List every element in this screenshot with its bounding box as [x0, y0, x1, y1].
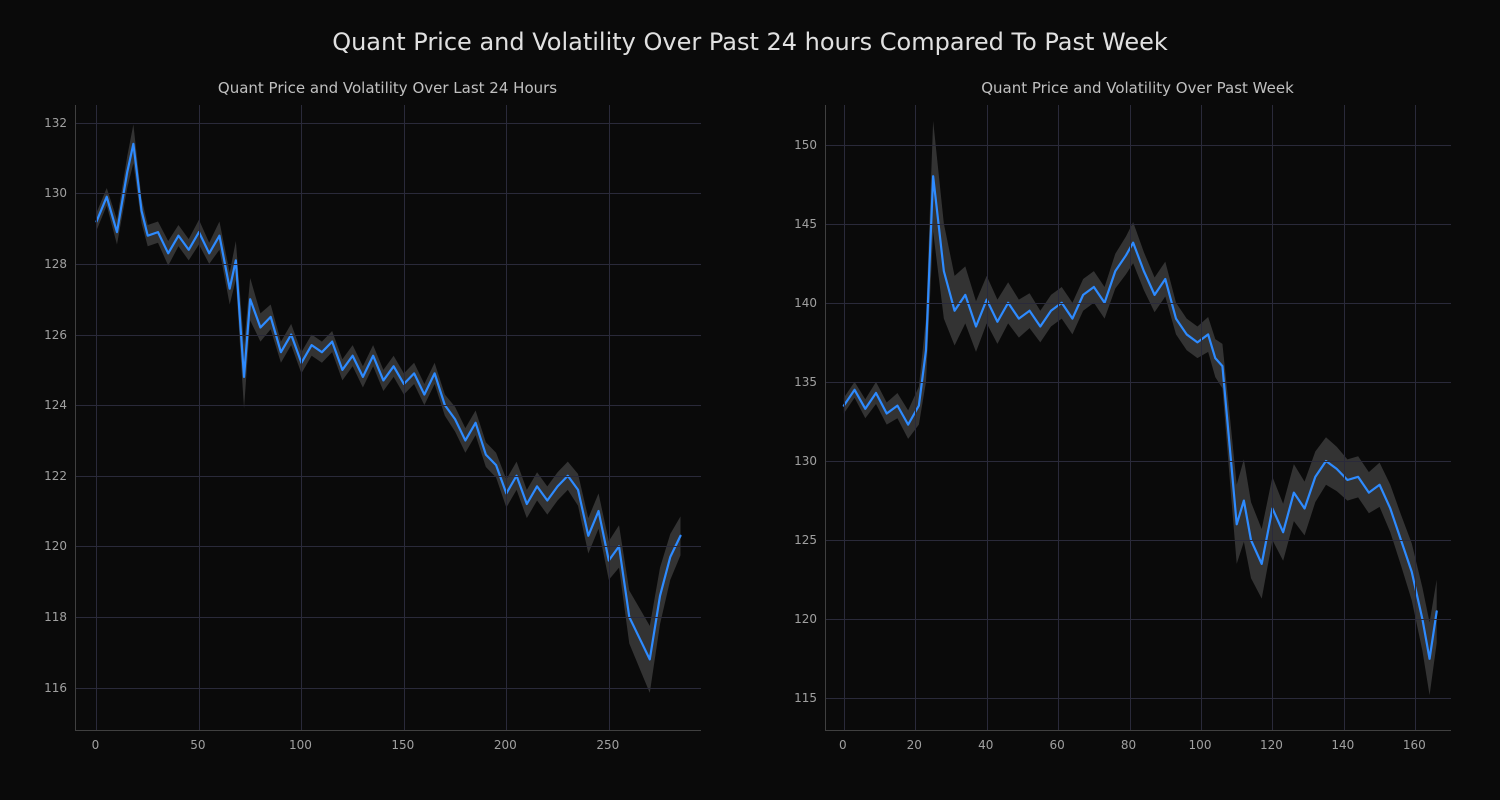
chart-svg-24h	[76, 105, 701, 730]
ytick-label: 145	[785, 217, 817, 231]
gridline-h	[76, 617, 701, 618]
ytick-label: 132	[35, 116, 67, 130]
gridline-h	[76, 264, 701, 265]
xtick-label: 0	[839, 738, 847, 752]
ytick-label: 128	[35, 257, 67, 271]
figure-suptitle: Quant Price and Volatility Over Past 24 …	[0, 28, 1500, 56]
xtick-label: 40	[978, 738, 993, 752]
chart-svg-week	[826, 105, 1451, 730]
price-line	[96, 144, 680, 660]
gridline-v	[987, 105, 988, 730]
gridline-h	[76, 335, 701, 336]
xtick-label: 100	[1189, 738, 1212, 752]
gridline-h	[826, 303, 1451, 304]
xtick-label: 250	[596, 738, 619, 752]
subplot-title-24h: Quant Price and Volatility Over Last 24 …	[75, 79, 700, 97]
xtick-label: 160	[1403, 738, 1426, 752]
xtick-label: 140	[1331, 738, 1354, 752]
gridline-v	[1130, 105, 1131, 730]
gridline-h	[76, 476, 701, 477]
ytick-label: 118	[35, 610, 67, 624]
ytick-label: 135	[785, 375, 817, 389]
gridline-h	[76, 123, 701, 124]
xtick-label: 60	[1050, 738, 1065, 752]
gridline-v	[915, 105, 916, 730]
gridline-v	[1415, 105, 1416, 730]
ytick-label: 122	[35, 469, 67, 483]
gridline-h	[826, 540, 1451, 541]
gridline-h	[826, 382, 1451, 383]
ytick-label: 124	[35, 398, 67, 412]
gridline-v	[404, 105, 405, 730]
ytick-label: 115	[785, 691, 817, 705]
xtick-label: 120	[1260, 738, 1283, 752]
xtick-label: 150	[391, 738, 414, 752]
gridline-h	[826, 145, 1451, 146]
ytick-label: 150	[785, 138, 817, 152]
ytick-label: 120	[35, 539, 67, 553]
plot-area-24h	[75, 105, 701, 731]
gridline-h	[76, 546, 701, 547]
gridline-v	[844, 105, 845, 730]
figure: Quant Price and Volatility Over Past 24 …	[0, 0, 1500, 800]
gridline-v	[1344, 105, 1345, 730]
gridline-v	[1201, 105, 1202, 730]
xtick-label: 50	[190, 738, 205, 752]
gridline-v	[1058, 105, 1059, 730]
gridline-v	[609, 105, 610, 730]
ytick-label: 116	[35, 681, 67, 695]
gridline-v	[506, 105, 507, 730]
gridline-h	[76, 688, 701, 689]
xtick-label: 80	[1121, 738, 1136, 752]
ytick-label: 140	[785, 296, 817, 310]
ytick-label: 130	[785, 454, 817, 468]
ytick-label: 120	[785, 612, 817, 626]
xtick-label: 200	[494, 738, 517, 752]
ytick-label: 126	[35, 328, 67, 342]
gridline-v	[96, 105, 97, 730]
gridline-h	[826, 224, 1451, 225]
gridline-v	[301, 105, 302, 730]
gridline-h	[76, 405, 701, 406]
gridline-h	[826, 698, 1451, 699]
xtick-label: 20	[907, 738, 922, 752]
plot-area-week	[825, 105, 1451, 731]
gridline-h	[826, 619, 1451, 620]
ytick-label: 125	[785, 533, 817, 547]
xtick-label: 100	[289, 738, 312, 752]
ytick-label: 130	[35, 186, 67, 200]
xtick-label: 0	[92, 738, 100, 752]
gridline-h	[826, 461, 1451, 462]
gridline-v	[1272, 105, 1273, 730]
volatility-band	[96, 124, 680, 693]
gridline-v	[199, 105, 200, 730]
gridline-h	[76, 193, 701, 194]
subplot-title-week: Quant Price and Volatility Over Past Wee…	[825, 79, 1450, 97]
